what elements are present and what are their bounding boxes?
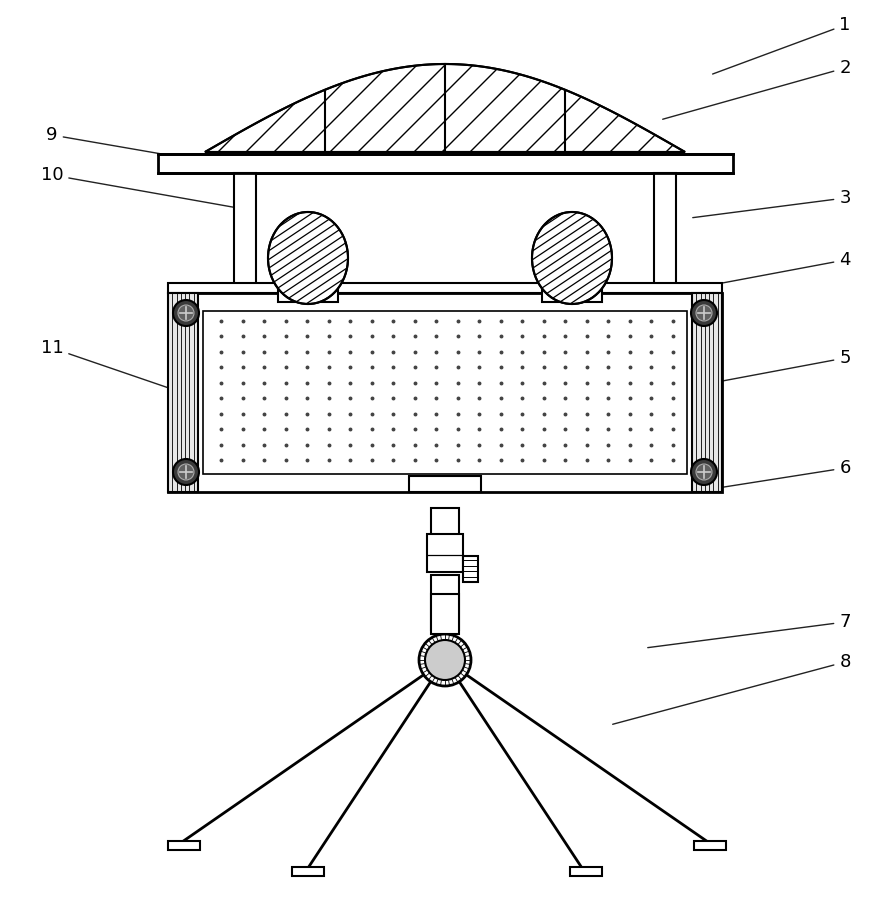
Text: 11: 11 (41, 339, 195, 397)
Polygon shape (205, 64, 685, 152)
Circle shape (178, 464, 194, 480)
Bar (570, 867, 602, 876)
Text: 10: 10 (41, 166, 235, 208)
Bar (168, 841, 200, 850)
Text: 4: 4 (688, 251, 851, 289)
Text: 9: 9 (46, 126, 205, 162)
Text: 8: 8 (613, 653, 851, 725)
Text: 6: 6 (707, 459, 851, 490)
Bar (278, 288, 338, 302)
Ellipse shape (532, 212, 612, 304)
Circle shape (173, 300, 199, 326)
Bar (409, 476, 481, 492)
Text: 1: 1 (713, 16, 851, 74)
Bar (168, 293, 722, 492)
Bar (463, 556, 478, 582)
Circle shape (178, 305, 194, 321)
Text: 5: 5 (688, 349, 851, 387)
Circle shape (173, 459, 199, 485)
Bar (431, 594, 459, 634)
Text: 2: 2 (663, 59, 851, 120)
Circle shape (696, 464, 712, 480)
Text: 7: 7 (648, 613, 851, 647)
Circle shape (691, 300, 717, 326)
Bar (168, 293, 198, 492)
Ellipse shape (268, 212, 348, 304)
Bar (542, 288, 602, 302)
Bar (292, 867, 324, 876)
Bar (431, 575, 459, 630)
Ellipse shape (268, 212, 348, 304)
Bar (431, 508, 459, 560)
Text: 3: 3 (693, 189, 851, 218)
Circle shape (425, 640, 465, 680)
Ellipse shape (532, 212, 612, 304)
Bar (158, 154, 733, 173)
Circle shape (696, 305, 712, 321)
Bar (203, 311, 687, 474)
Bar (694, 841, 726, 850)
Bar (692, 293, 722, 492)
Bar (234, 173, 256, 293)
Circle shape (419, 634, 471, 686)
Circle shape (691, 459, 717, 485)
Bar (427, 534, 463, 572)
Bar (168, 283, 722, 293)
Bar (654, 173, 676, 293)
